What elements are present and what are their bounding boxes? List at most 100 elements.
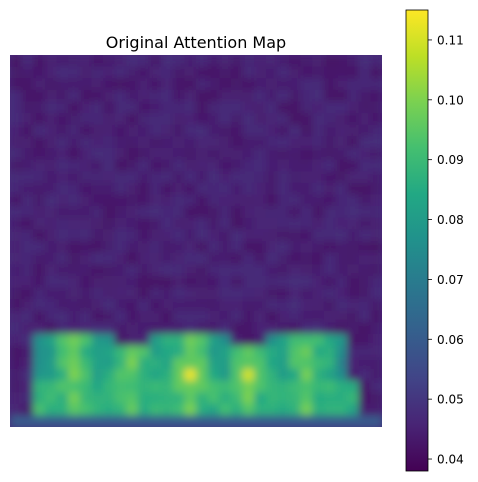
heatmap-cell xyxy=(358,252,371,265)
heatmap-cell xyxy=(126,310,139,323)
heatmap-cell xyxy=(172,345,185,358)
heatmap-cell xyxy=(79,241,92,254)
heatmap-cell xyxy=(312,241,325,254)
heatmap-cell xyxy=(79,322,92,335)
heatmap-cell xyxy=(254,78,267,91)
heatmap-cell xyxy=(114,415,127,427)
heatmap-cell xyxy=(161,392,174,405)
heatmap-cell xyxy=(312,113,325,126)
heatmap-cell xyxy=(196,194,209,207)
heatmap-cell xyxy=(300,66,313,79)
heatmap-cell xyxy=(56,66,69,79)
heatmap-cell xyxy=(103,55,116,68)
heatmap-cell xyxy=(277,206,290,219)
heatmap-cell xyxy=(335,182,348,196)
heatmap-cell xyxy=(254,392,267,405)
heatmap-cell xyxy=(265,101,278,114)
heatmap-cell xyxy=(44,78,58,91)
colorbar: 0.04 0.05 0.06 0.07 0.08 0.09 0.10 0.11 xyxy=(405,9,464,472)
heatmap-cell xyxy=(79,392,92,405)
heatmap-cell xyxy=(196,403,209,416)
heatmap-cell xyxy=(358,241,371,254)
heatmap-cell xyxy=(300,78,313,91)
heatmap-cell xyxy=(56,415,69,427)
heatmap-cell xyxy=(289,55,302,68)
heatmap-cell xyxy=(230,194,244,207)
heatmap-cell xyxy=(254,171,267,184)
heatmap-cell xyxy=(230,182,244,196)
heatmap-cell xyxy=(68,136,81,149)
heatmap-cell xyxy=(254,299,267,312)
heatmap-cell xyxy=(149,171,162,184)
heatmap-cell xyxy=(242,275,255,289)
heatmap-cell xyxy=(68,113,81,126)
heatmap-cell xyxy=(126,357,139,370)
heatmap-cell xyxy=(44,310,58,323)
heatmap-cell xyxy=(44,368,58,382)
heatmap-cell xyxy=(230,124,244,137)
heatmap-cell xyxy=(347,78,360,91)
heatmap-cell xyxy=(242,136,255,149)
heatmap-cell xyxy=(44,252,58,265)
heatmap-cell xyxy=(126,78,139,91)
heatmap-cell xyxy=(254,101,267,114)
heatmap-cell xyxy=(370,392,382,405)
heatmap-cell xyxy=(289,415,302,427)
heatmap-cell xyxy=(126,101,139,114)
heatmap-cell xyxy=(347,380,360,393)
heatmap-cell xyxy=(207,124,220,137)
heatmap-cell xyxy=(172,310,185,323)
heatmap-cell xyxy=(335,78,348,91)
heatmap-cell xyxy=(44,217,58,230)
heatmap-cell xyxy=(21,334,34,347)
heatmap-cell xyxy=(137,334,151,347)
heatmap-cell xyxy=(289,206,302,219)
heatmap-cell xyxy=(21,252,34,265)
heatmap-cell xyxy=(265,113,278,126)
heatmap-cell xyxy=(91,264,104,277)
heatmap-cell xyxy=(10,357,23,370)
heatmap-cell xyxy=(219,89,232,103)
colorbar-tick-label: 0.04 xyxy=(437,453,464,467)
heatmap-cell xyxy=(335,345,348,358)
heatmap-cell xyxy=(254,334,267,347)
heatmap-cell xyxy=(184,148,197,161)
heatmap-cell xyxy=(114,252,127,265)
heatmap-cell xyxy=(207,101,220,114)
heatmap-cell xyxy=(56,380,69,393)
heatmap-cell xyxy=(44,113,58,126)
heatmap-cell xyxy=(68,380,81,393)
heatmap-cell xyxy=(161,310,174,323)
heatmap-cell xyxy=(323,415,337,427)
heatmap-cell xyxy=(172,403,185,416)
heatmap-cell xyxy=(91,206,104,219)
heatmap-cell xyxy=(10,194,23,207)
heatmap-cell xyxy=(370,345,382,358)
heatmap-cell xyxy=(137,89,151,103)
heatmap-cell xyxy=(172,113,185,126)
heatmap-cell xyxy=(219,299,232,312)
heatmap-cell xyxy=(184,78,197,91)
heatmap-cell xyxy=(277,55,290,68)
heatmap-cell xyxy=(56,345,69,358)
heatmap-cell xyxy=(161,171,174,184)
heatmap-cell xyxy=(172,287,185,300)
heatmap-cell xyxy=(137,380,151,393)
heatmap-cell xyxy=(219,101,232,114)
heatmap-cell xyxy=(149,55,162,68)
heatmap-cell xyxy=(33,217,46,230)
heatmap-cell xyxy=(79,415,92,427)
heatmap-cell xyxy=(207,357,220,370)
heatmap-cell xyxy=(242,380,255,393)
heatmap-cell xyxy=(184,136,197,149)
heatmap-cell xyxy=(68,148,81,161)
heatmap-cell xyxy=(172,229,185,242)
heatmap-cell xyxy=(184,55,197,68)
heatmap-cell xyxy=(103,403,116,416)
heatmap-cell xyxy=(172,55,185,68)
heatmap-cell xyxy=(33,101,46,114)
heatmap-cell xyxy=(230,159,244,172)
colorbar-tick-label: 0.08 xyxy=(437,213,464,227)
heatmap-cell xyxy=(277,264,290,277)
heatmap-cell xyxy=(149,182,162,196)
